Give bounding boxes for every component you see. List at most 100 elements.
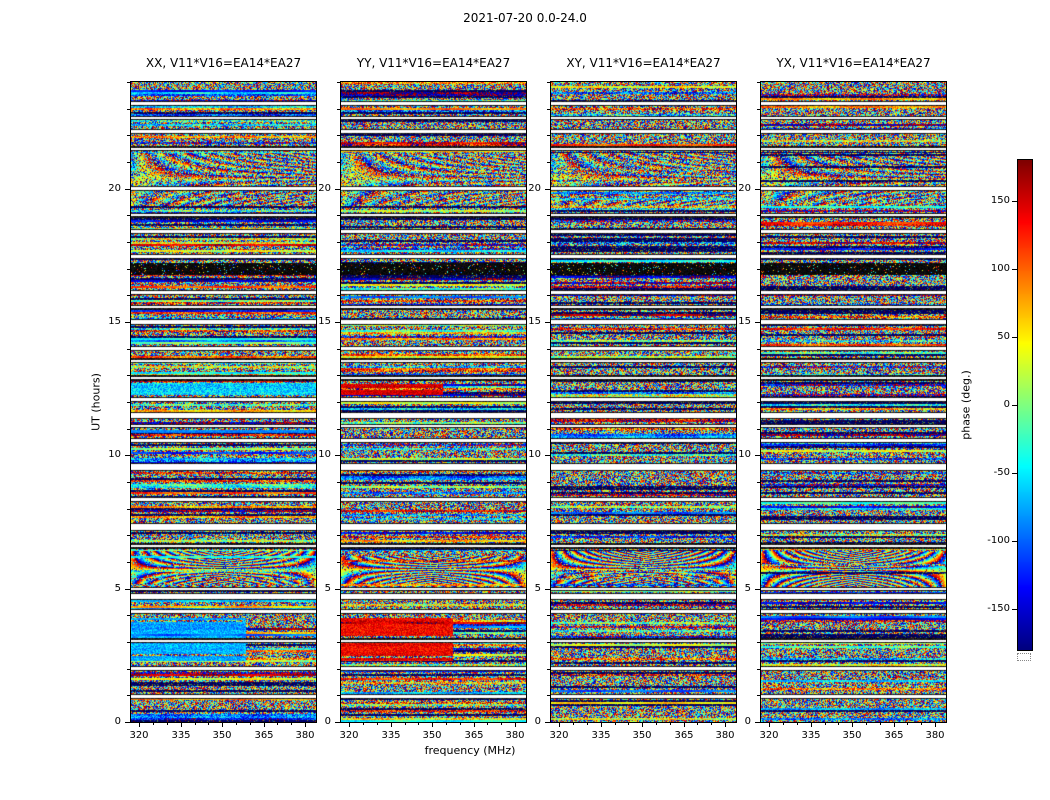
x-tick-mark [684, 723, 685, 727]
y-tick-label: 5 [324, 583, 331, 594]
x-tick-mark [852, 723, 853, 727]
colorbar-tick-label: -50 [993, 467, 1010, 478]
x-tick-label: 320 [549, 730, 569, 741]
y-minor-tick-mark [757, 642, 760, 643]
y-tick-label: 15 [318, 316, 331, 327]
y-minor-tick-mark [337, 82, 340, 83]
y-minor-tick-mark [547, 349, 550, 350]
colorbar-frame [1017, 159, 1033, 651]
x-minor-tick-mark [880, 723, 881, 725]
x-tick-label: 380 [505, 730, 525, 741]
x-tick-label: 320 [129, 730, 149, 741]
panel-xy-title: XY, V11*V16=EA14*EA27 [566, 56, 721, 70]
x-tick-mark [432, 723, 433, 727]
x-minor-tick-mark [291, 723, 292, 725]
y-minor-tick-mark [337, 695, 340, 696]
y-minor-tick-mark [337, 402, 340, 403]
y-tick-label: 15 [108, 316, 121, 327]
x-minor-tick-mark [656, 723, 657, 725]
colorbar-tick-mark [1012, 541, 1017, 542]
x-minor-tick-mark [363, 723, 364, 725]
x-minor-tick-mark [418, 723, 419, 725]
y-minor-tick-mark [547, 615, 550, 616]
x-minor-tick-mark [167, 723, 168, 725]
y-tick-mark [755, 455, 760, 456]
x-minor-tick-mark [783, 723, 784, 725]
x-tick-label: 380 [925, 730, 945, 741]
y-minor-tick-mark [337, 135, 340, 136]
x-minor-tick-mark [487, 723, 488, 725]
y-tick-label: 20 [108, 183, 121, 194]
colorbar-label: phase (deg.) [959, 370, 973, 440]
y-minor-tick-mark [757, 109, 760, 110]
y-minor-tick-mark [337, 242, 340, 243]
y-minor-tick-mark [337, 669, 340, 670]
x-tick-label: 365 [674, 730, 694, 741]
colorbar-tick-label: 0 [1003, 399, 1010, 410]
y-minor-tick-mark [337, 215, 340, 216]
y-tick-mark [755, 322, 760, 323]
y-tick-mark [545, 589, 550, 590]
y-tick-mark [545, 722, 550, 723]
y-tick-label: 0 [534, 716, 541, 727]
x-minor-tick-mark [838, 723, 839, 725]
panel-yy-heatmap [341, 82, 526, 722]
y-minor-tick-mark [757, 295, 760, 296]
x-tick-mark [559, 723, 560, 727]
x-tick-mark [642, 723, 643, 727]
y-axis-label: UT (hours) [89, 373, 103, 431]
y-tick-mark [335, 455, 340, 456]
y-minor-tick-mark [757, 402, 760, 403]
y-tick-label: 15 [738, 316, 751, 327]
y-minor-tick-mark [337, 375, 340, 376]
x-minor-tick-mark [153, 723, 154, 725]
y-minor-tick-mark [127, 242, 130, 243]
x-tick-mark [391, 723, 392, 727]
y-minor-tick-mark [127, 82, 130, 83]
panel-xy-frame [550, 81, 737, 723]
x-tick-label: 335 [381, 730, 401, 741]
y-tick-mark [545, 455, 550, 456]
y-minor-tick-mark [127, 615, 130, 616]
x-tick-label: 320 [339, 730, 359, 741]
y-minor-tick-mark [757, 509, 760, 510]
y-minor-tick-mark [547, 642, 550, 643]
x-minor-tick-mark [405, 723, 406, 725]
x-tick-mark [935, 723, 936, 727]
colorbar-tick-label: 150 [990, 195, 1010, 206]
y-minor-tick-mark [337, 615, 340, 616]
y-tick-mark [335, 322, 340, 323]
y-tick-mark [335, 189, 340, 190]
y-minor-tick-mark [757, 429, 760, 430]
x-minor-tick-mark [446, 723, 447, 725]
y-minor-tick-mark [337, 562, 340, 563]
panel-xx-heatmap [131, 82, 316, 722]
y-minor-tick-mark [757, 215, 760, 216]
panel-yy-frame [340, 81, 527, 723]
x-minor-tick-mark [628, 723, 629, 725]
y-minor-tick-mark [127, 669, 130, 670]
x-minor-tick-mark [377, 723, 378, 725]
x-tick-label: 365 [464, 730, 484, 741]
y-minor-tick-mark [757, 242, 760, 243]
y-minor-tick-mark [337, 109, 340, 110]
y-tick-label: 10 [108, 449, 121, 460]
colorbar-tick-mark [1012, 201, 1017, 202]
y-tick-label: 5 [114, 583, 121, 594]
y-tick-label: 20 [318, 183, 331, 194]
panel-yx-frame [760, 81, 947, 723]
x-minor-tick-mark [866, 723, 867, 725]
panel-yy-title: YY, V11*V16=EA14*EA27 [356, 56, 511, 70]
figure-suptitle: 2021-07-20 0.0-24.0 [463, 11, 587, 25]
y-tick-mark [755, 589, 760, 590]
y-minor-tick-mark [757, 615, 760, 616]
y-minor-tick-mark [127, 295, 130, 296]
y-tick-label: 5 [744, 583, 751, 594]
y-tick-label: 15 [528, 316, 541, 327]
colorbar-gradient [1018, 160, 1032, 650]
colorbar-tick-label: 100 [990, 263, 1010, 274]
x-minor-tick-mark [587, 723, 588, 725]
x-tick-mark [894, 723, 895, 727]
y-tick-label: 20 [738, 183, 751, 194]
y-minor-tick-mark [547, 509, 550, 510]
